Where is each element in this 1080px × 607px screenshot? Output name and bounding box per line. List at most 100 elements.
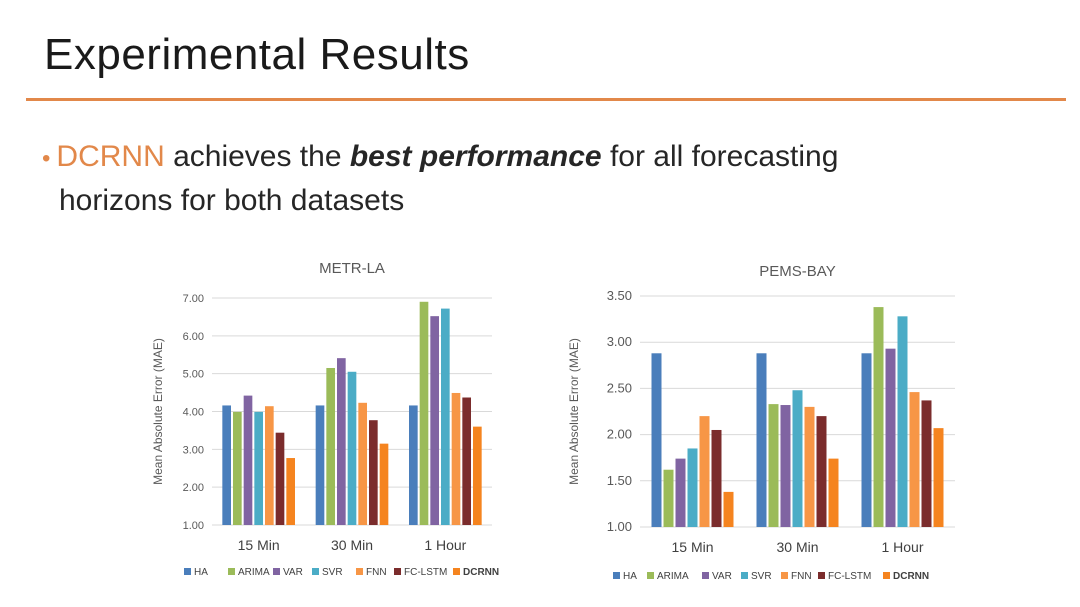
- bar-dcrnn-1-hour: [473, 426, 482, 525]
- bullet-text-a: achieves the: [164, 140, 350, 173]
- y-tick-label: 4.00: [183, 407, 204, 419]
- legend-swatch: [818, 572, 825, 579]
- bar-fnn-15-min: [699, 416, 710, 527]
- bar-fc-lstm-30-min: [369, 420, 378, 525]
- legend-label: HA: [623, 571, 637, 582]
- title-underline: [26, 98, 1066, 101]
- bar-var-15-min: [243, 395, 253, 525]
- bullet-line-2: horizons for both datasets: [59, 184, 405, 217]
- legend-label: VAR: [712, 571, 732, 582]
- legend-swatch: [228, 568, 235, 575]
- legend-label: VAR: [283, 567, 303, 578]
- bar-arima-1-hour: [419, 301, 429, 525]
- bullet-emphasis: best performance: [349, 140, 602, 173]
- y-tick-label: 2.50: [607, 380, 632, 395]
- bar-svr-30-min: [347, 371, 357, 525]
- bar-svr-30-min: [792, 390, 803, 527]
- legend-swatch: [781, 572, 788, 579]
- bar-fnn-1-hour: [909, 392, 920, 527]
- bar-arima-30-min: [768, 404, 779, 527]
- legend-label: ARIMA: [657, 571, 689, 582]
- bar-var-1-hour: [430, 316, 439, 525]
- y-tick-label: 1.00: [183, 520, 204, 532]
- y-axis-label: Mean Absolute Error (MAE): [151, 338, 165, 485]
- bar-var-30-min: [780, 405, 791, 527]
- bar-var-1-hour: [885, 348, 896, 527]
- y-tick-label: 3.50: [607, 288, 632, 303]
- legend-label: FNN: [791, 571, 812, 582]
- chart-pems-bay: PEMS-BAY 1.00 1.50 2.00 2.50 3.00 3.50 Mean Abs…: [567, 263, 955, 582]
- legend-label: HA: [194, 567, 208, 578]
- bar-svr-1-hour: [897, 316, 908, 527]
- bar-ha-15-min: [222, 405, 231, 525]
- chart-title: METR-LA: [319, 260, 385, 277]
- bullet-dot-icon: •: [42, 145, 51, 172]
- bar-fnn-15-min: [265, 406, 274, 525]
- legend-swatch: [883, 572, 890, 579]
- legend-label: FC-LSTM: [828, 571, 871, 582]
- legend-label: ARIMA: [238, 567, 270, 578]
- x-category-label: 30 Min: [776, 539, 818, 555]
- bar-fnn-30-min: [358, 402, 367, 525]
- y-tick-label: 1.00: [607, 519, 632, 534]
- legend-label: FC-LSTM: [404, 567, 447, 578]
- y-tick-label: 3.00: [607, 334, 632, 349]
- bullet-point: • DCRNN achieves the best performance for…: [42, 136, 942, 222]
- x-category-label: 1 Hour: [881, 539, 923, 555]
- legend-swatch: [647, 572, 654, 579]
- legend-swatch: [356, 568, 363, 575]
- legend-swatch: [394, 568, 401, 575]
- bar-dcrnn-30-min: [379, 443, 389, 525]
- bar-fc-lstm-30-min: [816, 416, 827, 527]
- bar-var-15-min: [675, 458, 686, 527]
- bar-svr-15-min: [687, 448, 698, 527]
- bar-dcrnn-30-min: [828, 458, 839, 527]
- bar-ha-1-hour: [409, 405, 418, 525]
- y-tick-label: 7.00: [183, 293, 204, 305]
- y-tick-label: 1.50: [607, 473, 632, 488]
- bar-dcrnn-15-min: [286, 458, 295, 525]
- bar-fc-lstm-15-min: [711, 429, 722, 527]
- y-tick-label: 2.00: [607, 427, 632, 442]
- bar-arima-30-min: [326, 367, 335, 525]
- bar-fnn-1-hour: [451, 392, 461, 525]
- x-category-label: 1 Hour: [424, 537, 466, 553]
- bar-ha-15-min: [651, 353, 662, 527]
- bar-svr-1-hour: [441, 308, 450, 525]
- y-tick-label: 6.00: [183, 331, 204, 343]
- chart-title: PEMS-BAY: [759, 263, 835, 280]
- legend-swatch: [741, 572, 748, 579]
- legend-swatch: [312, 568, 319, 575]
- chart-metr-la: METR-LA 1.00 2.00 3.00 4.00 5.00 6.00 7.00 Mean …: [151, 260, 499, 578]
- bar-ha-30-min: [756, 353, 767, 527]
- bullet-line-1: • DCRNN achieves the best performance for…: [42, 136, 942, 180]
- y-tick-label: 5.00: [183, 369, 204, 381]
- legend-label: SVR: [322, 567, 343, 578]
- bar-svr-15-min: [254, 411, 263, 525]
- legend-label: FNN: [366, 567, 387, 578]
- legend-swatch: [273, 568, 280, 575]
- x-category-label: 15 Min: [671, 539, 713, 555]
- bar-arima-1-hour: [873, 307, 884, 527]
- bar-dcrnn-15-min: [723, 491, 734, 527]
- bar-fc-lstm-1-hour: [462, 397, 471, 525]
- y-tick-label: 2.00: [183, 482, 204, 494]
- legend-label: SVR: [751, 571, 772, 582]
- legend-label: DCRNN: [463, 567, 499, 578]
- legend-swatch: [453, 568, 460, 575]
- y-tick-label: 3.00: [183, 444, 204, 456]
- bar-fc-lstm-1-hour: [921, 400, 932, 527]
- bar-arima-15-min: [663, 469, 674, 527]
- legend-swatch: [702, 572, 709, 579]
- bar-arima-15-min: [233, 411, 242, 525]
- legend-label: DCRNN: [893, 571, 929, 582]
- x-category-label: 15 Min: [238, 537, 280, 553]
- bar-var-30-min: [337, 358, 346, 525]
- y-axis-label: Mean Absolute Error (MAE): [567, 338, 581, 485]
- legend-swatch: [613, 572, 620, 579]
- bar-ha-1-hour: [861, 353, 872, 527]
- bullet-text-b: for all forecasting: [601, 140, 839, 173]
- bar-ha-30-min: [315, 405, 325, 525]
- x-category-label: 30 Min: [331, 537, 373, 553]
- bar-fnn-30-min: [804, 406, 815, 527]
